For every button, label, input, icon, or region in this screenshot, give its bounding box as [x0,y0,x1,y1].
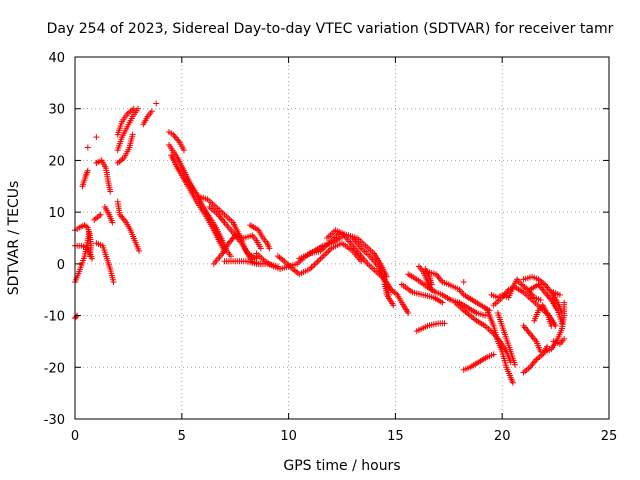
data-point [109,219,116,226]
y-axis-label: SDTVAR / TECUs [6,181,22,296]
grid-layer [75,57,609,419]
data-point [556,291,563,298]
data-point [129,131,136,138]
x-tick-label: 10 [280,429,297,444]
data-point [180,147,187,154]
data-point [86,253,93,260]
data-point [84,144,91,151]
data-point [537,297,544,304]
data-point [561,299,568,306]
data-point [325,240,332,247]
data-point [253,255,260,262]
y-tick-label: -20 [44,361,65,376]
data-point [84,167,91,174]
data-point [148,108,155,115]
data-points [72,100,568,386]
data-point [428,281,435,288]
data-point [325,248,332,255]
x-tick-label: 20 [494,429,511,444]
axes: 0 5 10 15 20 25 -30 -20 -10 0 10 20 30 40 [44,51,618,444]
data-point [323,249,330,256]
data-point [428,286,435,293]
y-tick-label: -10 [44,310,65,325]
data-point [561,335,568,342]
data-point [509,379,516,386]
data-point [97,211,104,218]
data-point [512,361,519,368]
data-point [439,299,446,306]
data-point [257,245,264,252]
data-point [266,245,273,252]
data-point [319,254,326,261]
y-tick-label: -30 [44,413,65,428]
x-tick-label: 15 [387,429,404,444]
y-tick-label: 10 [48,206,65,221]
data-point [320,252,327,259]
data-point [482,312,489,319]
data-point [322,251,329,258]
data-point [227,253,234,260]
data-point [316,257,323,264]
y-tick-label: 30 [48,103,65,118]
y-tick-label: 40 [48,51,65,66]
x-tick-label: 5 [178,429,186,444]
data-point [136,247,143,254]
data-point [317,255,324,262]
data-point [390,302,397,309]
data-point [441,320,448,327]
data-point [548,322,555,329]
data-point [313,260,320,267]
data-point [93,134,100,141]
data-point [153,100,160,107]
y-tick-label: 0 [57,258,65,273]
data-point [405,309,412,316]
plot-frame [74,56,610,420]
data-point [460,278,467,285]
x-axis-label: GPS time / hours [283,458,400,474]
data-point [73,313,80,320]
data-point [110,278,117,285]
x-tick-label: 25 [601,429,618,444]
x-tick-label: 0 [71,429,79,444]
data-point [107,188,114,195]
y-tick-label: 20 [48,154,65,169]
data-point [311,261,318,268]
data-point [130,105,137,112]
chart-title: Day 254 of 2023, Sidereal Day-to-day VTE… [47,21,614,37]
data-point [490,351,497,358]
